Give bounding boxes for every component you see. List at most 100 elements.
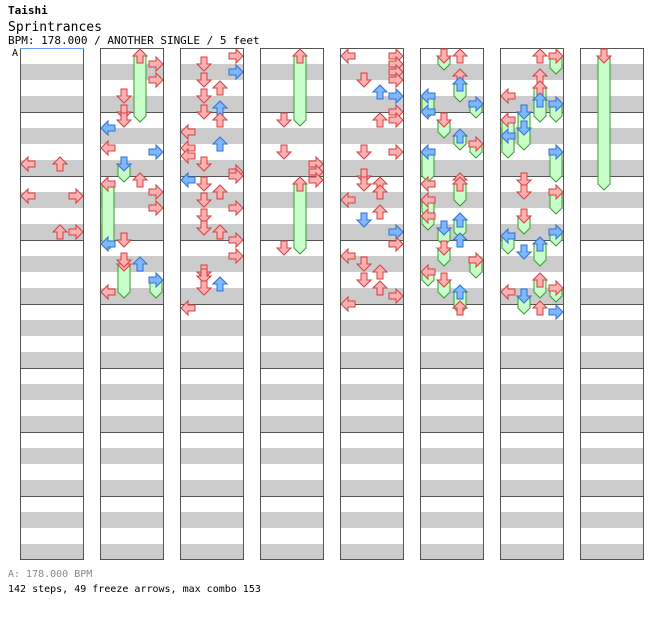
beat-stripe (260, 192, 324, 208)
down-arrow-icon (435, 48, 453, 64)
bpm-legend: A: 178.000 BPM (8, 569, 93, 580)
left-arrow-icon (420, 207, 436, 225)
beat-stripe (20, 288, 84, 304)
right-arrow-icon (548, 279, 564, 297)
chart-column (20, 48, 84, 560)
down-arrow-icon (195, 208, 213, 224)
beat-stripe (580, 224, 644, 240)
down-arrow-icon (195, 72, 213, 88)
beat-stripe (580, 256, 644, 272)
down-arrow-icon (115, 112, 133, 128)
down-arrow-icon (275, 112, 293, 128)
beat-stripe (500, 128, 564, 144)
up-arrow-icon (531, 48, 549, 64)
beat-stripe (500, 544, 564, 560)
beat-stripe (180, 416, 244, 432)
beat-stripe (20, 352, 84, 368)
beat-stripe (260, 480, 324, 496)
left-arrow-icon (340, 47, 356, 65)
beat-stripe (580, 64, 644, 80)
beat-stripe (260, 128, 324, 144)
chart-column (260, 48, 324, 560)
beat-stripe (420, 160, 484, 176)
right-arrow-icon (228, 247, 244, 265)
beat-stripe (500, 160, 564, 176)
down-arrow-icon (115, 88, 133, 104)
freeze-arrow (133, 55, 147, 123)
left-arrow-icon (420, 175, 436, 193)
down-arrow-icon (355, 72, 373, 88)
down-arrow-icon (195, 176, 213, 192)
right-arrow-icon (548, 47, 564, 65)
chart-stats: 142 steps, 49 freeze arrows, max combo 1… (8, 584, 261, 595)
beat-stripe (260, 352, 324, 368)
beat-stripe (100, 128, 164, 144)
beat-stripe (420, 448, 484, 464)
beat-stripe (20, 256, 84, 272)
up-arrow-icon (531, 272, 549, 288)
beat-stripe (420, 96, 484, 112)
up-arrow-icon (51, 156, 69, 172)
beat-stripe (100, 64, 164, 80)
beat-stripe (340, 192, 404, 208)
right-arrow-icon (148, 271, 164, 289)
up-arrow-icon (211, 184, 229, 200)
down-arrow-icon (515, 208, 533, 224)
beat-stripe (100, 352, 164, 368)
chart-column (340, 48, 404, 560)
beat-stripe (340, 256, 404, 272)
artist-name: Taishi (8, 4, 48, 17)
beat-stripe (580, 288, 644, 304)
down-arrow-icon (435, 112, 453, 128)
beat-stripe (500, 448, 564, 464)
beat-stripe (180, 448, 244, 464)
up-arrow-icon (371, 204, 389, 220)
left-arrow-icon (340, 191, 356, 209)
right-arrow-icon (548, 183, 564, 201)
beat-stripe (260, 64, 324, 80)
beat-stripe (180, 512, 244, 528)
beat-stripe (20, 96, 84, 112)
down-arrow-icon (195, 268, 213, 284)
beat-stripe (340, 96, 404, 112)
beat-stripe (180, 224, 244, 240)
right-arrow-icon (388, 143, 404, 161)
right-arrow-icon (548, 223, 564, 241)
up-arrow-icon (451, 300, 469, 316)
beat-stripe (100, 256, 164, 272)
chart-column (580, 48, 644, 560)
freeze-arrow (293, 55, 307, 127)
beat-stripe (420, 128, 484, 144)
up-arrow-icon (451, 176, 469, 192)
down-arrow-icon (195, 192, 213, 208)
beat-stripe (500, 352, 564, 368)
beat-stripe (340, 480, 404, 496)
beat-stripe (580, 352, 644, 368)
beat-stripe (260, 448, 324, 464)
beat-stripe (260, 512, 324, 528)
column-frame (260, 48, 324, 560)
up-arrow-icon (291, 48, 309, 64)
beat-stripe (180, 544, 244, 560)
down-arrow-icon (515, 288, 533, 304)
beat-stripe (580, 160, 644, 176)
left-arrow-icon (20, 155, 36, 173)
song-title: Sprintrances (8, 20, 102, 35)
beat-stripe (180, 96, 244, 112)
beat-stripe (500, 256, 564, 272)
down-arrow-icon (275, 144, 293, 160)
up-arrow-icon (211, 80, 229, 96)
beat-stripe (260, 96, 324, 112)
right-arrow-icon (228, 167, 244, 185)
beat-stripe (100, 160, 164, 176)
beat-stripe (20, 544, 84, 560)
down-arrow-icon (115, 232, 133, 248)
beat-stripe (580, 128, 644, 144)
left-arrow-icon (420, 103, 436, 121)
down-arrow-icon (515, 104, 533, 120)
column-frame (100, 48, 164, 560)
beat-stripe (20, 416, 84, 432)
left-arrow-icon (180, 123, 196, 141)
beat-stripe (500, 64, 564, 80)
